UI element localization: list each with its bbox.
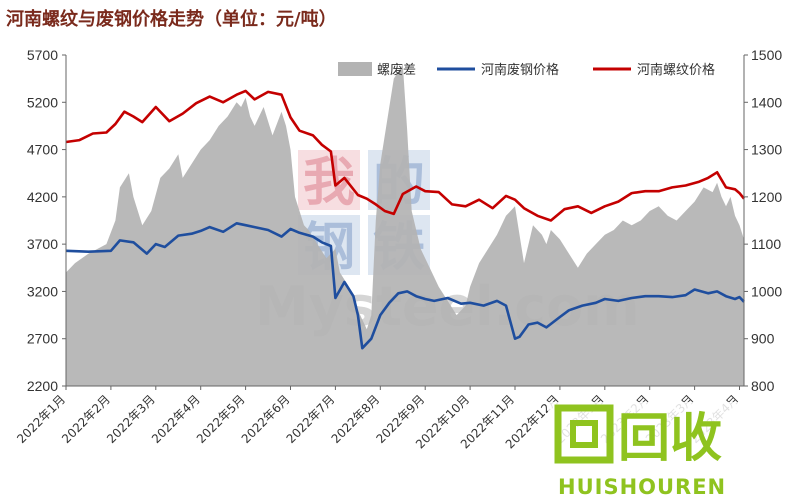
y-right-tick-label: 800 <box>751 378 775 394</box>
legend-swatch-spread <box>338 62 372 76</box>
y-left-tick-label: 4200 <box>27 189 58 205</box>
y-right-tick-label: 1200 <box>751 189 782 205</box>
y-left-tick-label: 3200 <box>27 283 58 299</box>
y-right-tick-label: 1400 <box>751 94 782 110</box>
y-left-tick-label: 4700 <box>27 142 58 158</box>
logo-subtext: HUISHOUREN <box>558 475 726 499</box>
y-left-tick-label: 5200 <box>27 94 58 110</box>
logo-backdrop <box>548 402 776 498</box>
y-right-tick-label: 1300 <box>751 142 782 158</box>
series-line-rebar <box>65 89 746 222</box>
legend-label-rebar: 河南螺纹价格 <box>637 62 715 78</box>
logo-box-inner-icon <box>570 420 598 448</box>
spread-area-layer <box>66 64 744 386</box>
y-right-tick-label: 900 <box>751 331 775 347</box>
watermark-tile <box>298 150 360 210</box>
y-right-tick-label: 1100 <box>751 236 781 252</box>
watermark-char: 我 <box>303 153 355 213</box>
price-lines-layer <box>65 89 746 350</box>
y-left-tick-label: 2200 <box>27 378 58 394</box>
logo-text: 回收 <box>618 409 722 469</box>
y-right-tick-label: 1000 <box>751 283 782 299</box>
huishouren-logo: 回收 HUISHOUREN <box>548 402 776 499</box>
y-left-tick-label: 2700 <box>27 331 58 347</box>
y-left-tick-label: 5700 <box>27 47 58 63</box>
y-left-tick-label: 3700 <box>27 236 58 252</box>
series-area-spread <box>66 64 744 386</box>
y-right-tick-label: 1500 <box>751 47 782 63</box>
legend-label-spread: 螺废差 <box>377 62 416 78</box>
chart-title: 河南螺纹与废钢价格走势（单位：元/吨） <box>6 8 337 30</box>
series-line-scrap <box>65 222 745 350</box>
legend: 螺废差 河南废钢价格 河南螺纹价格 <box>338 62 715 78</box>
legend-label-scrap: 河南废钢价格 <box>481 62 559 78</box>
logo-box-icon <box>554 404 614 464</box>
